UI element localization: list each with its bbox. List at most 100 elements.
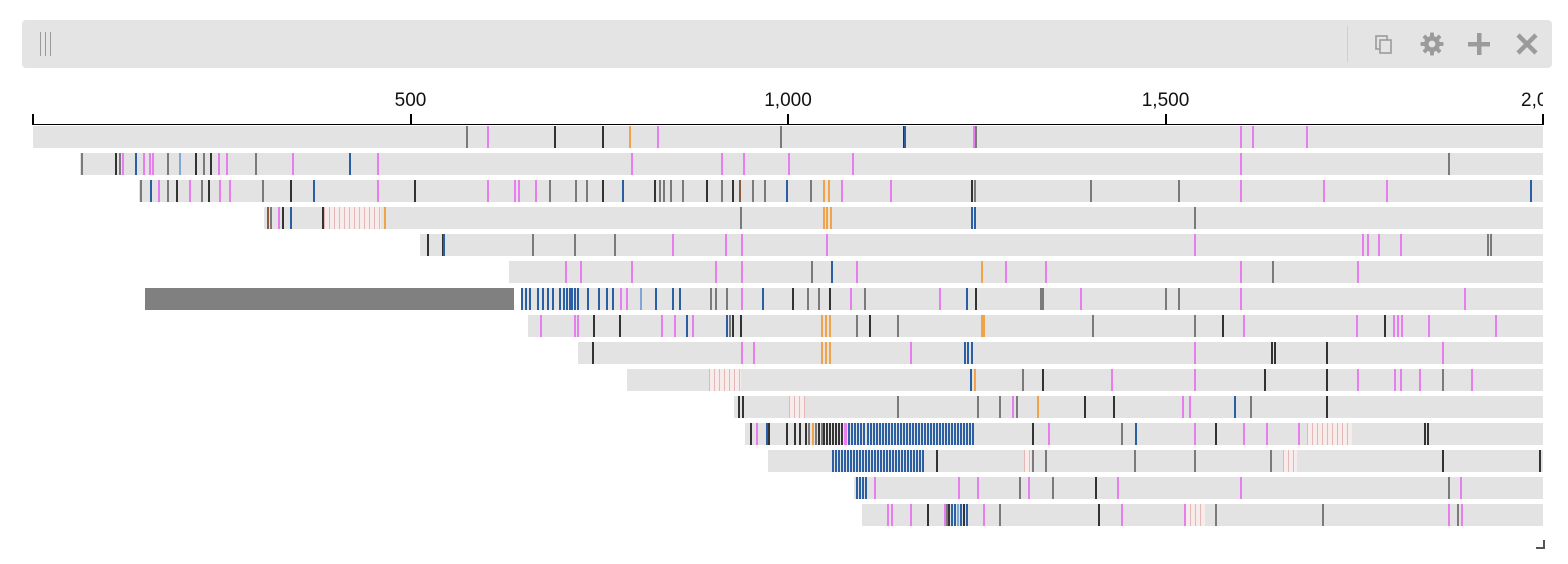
axis-tick-label: 2,000 — [1521, 90, 1543, 111]
copy-icon[interactable] — [1368, 28, 1400, 60]
alignment-row[interactable] — [138, 180, 1543, 202]
variant-mark — [910, 450, 913, 472]
close-icon[interactable] — [1511, 28, 1543, 60]
alignment-row[interactable] — [419, 234, 1543, 256]
variant-mark — [1044, 450, 1047, 472]
insertion-region — [1307, 423, 1352, 445]
variant-mark — [823, 423, 826, 445]
variant-mark — [1243, 315, 1246, 337]
variant-mark — [114, 153, 117, 175]
variant-mark — [887, 423, 890, 445]
variant-mark — [1178, 180, 1181, 202]
variant-mark — [413, 180, 416, 202]
variant-mark — [935, 423, 938, 445]
variant-mark — [559, 288, 562, 310]
variant-mark — [738, 396, 741, 418]
variant-mark — [518, 180, 521, 202]
variant-mark — [1089, 180, 1092, 202]
variant-mark — [869, 423, 872, 445]
variant-mark — [868, 315, 871, 337]
variant-mark — [864, 477, 867, 499]
axis-tick — [1164, 114, 1167, 125]
variant-mark — [966, 423, 969, 445]
alignment-row[interactable] — [264, 207, 1543, 229]
variant-mark — [322, 207, 325, 229]
variant-mark — [1012, 396, 1015, 418]
variant-mark — [1384, 315, 1387, 337]
variant-mark — [913, 450, 916, 472]
variant-mark — [732, 315, 735, 337]
variant-mark — [1080, 288, 1083, 310]
variant-mark — [562, 288, 565, 310]
variant-mark — [855, 477, 858, 499]
alignment-row[interactable] — [744, 423, 1543, 445]
variant-mark — [970, 207, 973, 229]
variant-mark — [1326, 369, 1329, 391]
variant-mark — [973, 207, 976, 229]
variant-mark — [840, 180, 843, 202]
variant-mark — [1385, 180, 1388, 202]
variant-mark — [1447, 504, 1450, 526]
variant-mark — [898, 450, 901, 472]
alignment-row[interactable] — [861, 504, 1543, 526]
variant-mark — [1322, 180, 1325, 202]
variant-mark — [1399, 369, 1402, 391]
variant-mark — [602, 180, 605, 202]
variant-mark — [886, 504, 889, 526]
variant-mark — [966, 288, 969, 310]
variant-mark — [1298, 423, 1301, 445]
variant-mark — [1252, 126, 1255, 148]
variant-mark — [889, 180, 892, 202]
variant-mark — [202, 153, 205, 175]
alignment-row[interactable] — [578, 342, 1543, 364]
variant-mark — [671, 234, 674, 256]
gap-block[interactable] — [144, 288, 514, 310]
alignment-row[interactable] — [853, 477, 1543, 499]
variant-mark — [1240, 153, 1243, 175]
variant-mark — [1004, 261, 1007, 283]
variant-mark — [868, 450, 871, 472]
variant-mark — [855, 261, 858, 283]
variant-mark — [1052, 477, 1055, 499]
variant-mark — [1539, 450, 1542, 472]
variant-mark — [974, 369, 977, 391]
variant-mark — [692, 315, 695, 337]
variant-mark — [957, 423, 960, 445]
drag-handle-icon[interactable] — [38, 32, 54, 56]
variant-mark — [313, 180, 316, 202]
variant-mark — [541, 288, 544, 310]
alignment-row[interactable] — [520, 288, 1543, 310]
variant-mark — [573, 315, 576, 337]
variant-mark — [208, 180, 211, 202]
variant-mark — [1240, 126, 1243, 148]
gear-icon[interactable] — [1416, 28, 1448, 60]
variant-mark — [753, 342, 756, 364]
variant-mark — [849, 450, 852, 472]
variant-mark — [849, 288, 852, 310]
variant-mark — [960, 423, 963, 445]
variant-mark — [741, 261, 744, 283]
resize-handle-icon[interactable] — [1535, 536, 1545, 549]
variant-mark — [376, 180, 379, 202]
variant-mark — [1083, 396, 1086, 418]
variant-mark — [890, 423, 893, 445]
alignment-row[interactable] — [627, 369, 1543, 391]
alignment-row[interactable] — [33, 126, 1543, 148]
variant-mark — [1240, 180, 1243, 202]
variant-mark — [929, 423, 932, 445]
variant-mark — [1240, 477, 1243, 499]
variant-mark — [878, 423, 881, 445]
variant-mark — [951, 504, 954, 526]
variant-mark — [840, 450, 843, 472]
alignment-row[interactable] — [508, 261, 1543, 283]
alignment-row[interactable] — [734, 396, 1543, 418]
plus-icon[interactable] — [1463, 28, 1495, 60]
variant-mark — [714, 288, 717, 310]
alignment-row[interactable] — [767, 450, 1543, 472]
variant-mark — [658, 180, 661, 202]
variant-mark — [270, 207, 273, 229]
alignment-row[interactable] — [79, 153, 1543, 175]
variant-mark — [1269, 450, 1272, 472]
alignment-row[interactable] — [527, 315, 1543, 337]
variant-mark — [575, 180, 578, 202]
